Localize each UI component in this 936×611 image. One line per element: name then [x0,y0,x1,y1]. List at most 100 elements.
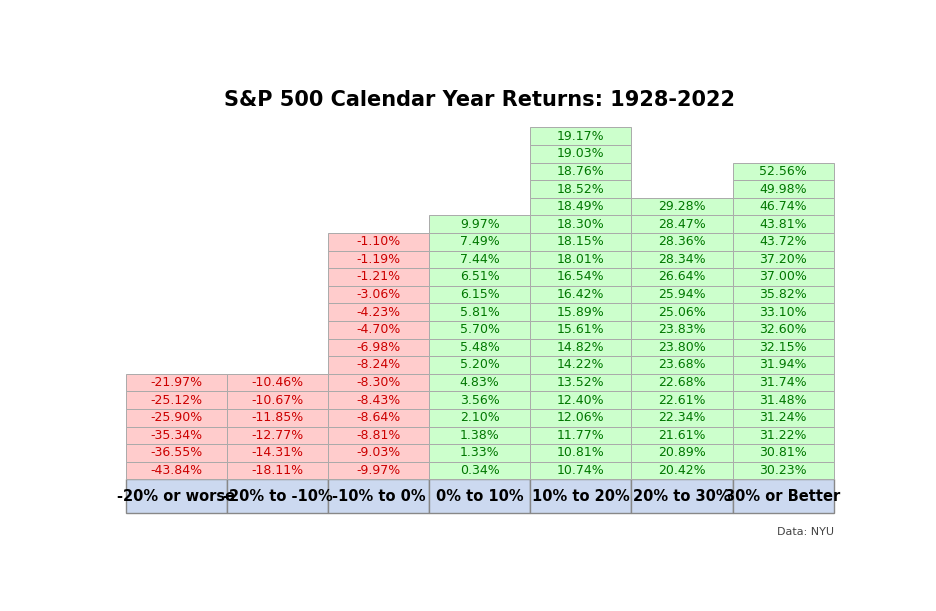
Bar [632,251,733,268]
Bar [328,268,429,286]
Text: 43.72%: 43.72% [759,235,807,248]
Text: -6.98%: -6.98% [357,341,401,354]
Bar [531,426,632,444]
Bar [429,444,531,462]
Text: 25.94%: 25.94% [658,288,706,301]
Text: 31.48%: 31.48% [759,393,807,407]
Text: 1.38%: 1.38% [460,429,500,442]
Text: -11.85%: -11.85% [251,411,303,424]
Bar [328,321,429,338]
Text: 12.06%: 12.06% [557,411,605,424]
Text: 5.81%: 5.81% [460,306,500,319]
Text: 11.77%: 11.77% [557,429,605,442]
Text: -35.34%: -35.34% [150,429,202,442]
Bar [733,216,834,233]
Text: 13.52%: 13.52% [557,376,605,389]
Text: 31.24%: 31.24% [759,411,807,424]
Bar [733,251,834,268]
Text: 28.34%: 28.34% [658,253,706,266]
Text: 15.61%: 15.61% [557,323,605,336]
Text: 6.51%: 6.51% [460,271,500,284]
Text: 23.68%: 23.68% [658,359,706,371]
Bar [531,444,632,462]
Text: -8.81%: -8.81% [357,429,401,442]
Bar [733,286,834,304]
Bar [632,356,733,374]
Text: 14.22%: 14.22% [557,359,605,371]
Text: 10.81%: 10.81% [557,447,605,459]
Bar [531,321,632,338]
Text: 22.34%: 22.34% [658,411,706,424]
Bar [733,180,834,198]
Text: -20% or worse: -20% or worse [117,489,235,504]
Text: 25.06%: 25.06% [658,306,706,319]
Bar [328,444,429,462]
Bar [328,233,429,251]
Bar [429,321,531,338]
Bar [531,251,632,268]
Bar [328,374,429,392]
Text: 20.42%: 20.42% [658,464,706,477]
Text: 5.20%: 5.20% [460,359,500,371]
Text: -21.97%: -21.97% [150,376,202,389]
Text: 35.82%: 35.82% [759,288,807,301]
Bar [429,356,531,374]
Bar [227,444,328,462]
Text: 2.10%: 2.10% [460,411,500,424]
Text: 18.49%: 18.49% [557,200,605,213]
Bar [733,356,834,374]
Bar [531,268,632,286]
Bar [125,392,227,409]
Bar [328,304,429,321]
Text: 32.15%: 32.15% [759,341,807,354]
Bar [429,251,531,268]
Bar [227,480,328,513]
Bar [227,409,328,426]
Text: 28.47%: 28.47% [658,218,706,231]
Bar [531,462,632,480]
Bar [733,374,834,392]
Text: 37.20%: 37.20% [759,253,807,266]
Text: 46.74%: 46.74% [759,200,807,213]
Bar [733,392,834,409]
Bar [531,216,632,233]
Text: 16.54%: 16.54% [557,271,605,284]
Bar [733,198,834,216]
Text: 26.64%: 26.64% [658,271,706,284]
Text: 30.23%: 30.23% [759,464,807,477]
Text: 23.83%: 23.83% [658,323,706,336]
Text: 18.76%: 18.76% [557,165,605,178]
Text: -8.30%: -8.30% [357,376,401,389]
Bar [632,338,733,356]
Bar [429,233,531,251]
Text: 21.61%: 21.61% [658,429,706,442]
Bar [429,268,531,286]
Bar [531,233,632,251]
Text: 23.80%: 23.80% [658,341,706,354]
Text: 52.56%: 52.56% [759,165,807,178]
Bar [328,286,429,304]
Bar [328,338,429,356]
Text: 9.97%: 9.97% [460,218,500,231]
Bar [531,356,632,374]
Text: 18.01%: 18.01% [557,253,605,266]
Bar [733,338,834,356]
Text: -1.10%: -1.10% [357,235,401,248]
Bar [429,216,531,233]
Bar [531,374,632,392]
Text: 18.30%: 18.30% [557,218,605,231]
Bar [227,462,328,480]
Text: 19.17%: 19.17% [557,130,605,143]
Text: 18.52%: 18.52% [557,183,605,196]
Text: -4.70%: -4.70% [357,323,401,336]
Bar [733,426,834,444]
Bar [429,304,531,321]
Bar [531,304,632,321]
Bar [429,409,531,426]
Bar [328,462,429,480]
Bar [733,163,834,180]
Bar [733,409,834,426]
Text: S&P 500 Calendar Year Returns: 1928-2022: S&P 500 Calendar Year Returns: 1928-2022 [225,90,735,110]
Text: 31.94%: 31.94% [759,359,807,371]
Bar [125,444,227,462]
